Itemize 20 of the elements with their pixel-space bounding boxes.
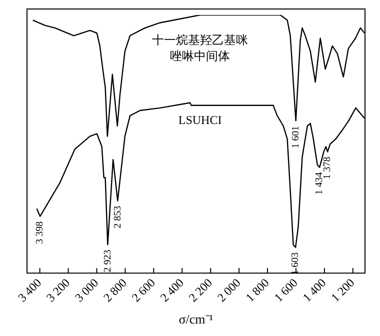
x-tick-label: 1 800	[242, 276, 272, 305]
x-tick-label: 3 000	[72, 276, 102, 305]
x-tick-label: 1 400	[300, 276, 329, 305]
series-label: LSUHCI	[178, 112, 222, 127]
x-tick-label: 2 400	[157, 276, 186, 305]
x-tick-label: 1 600	[271, 276, 300, 305]
x-tick-label: 3 200	[44, 276, 73, 305]
annotation: 1 378	[322, 156, 334, 180]
annotation: 2 853	[112, 206, 124, 228]
annotation: 3 398	[34, 221, 46, 244]
x-axis-title: σ/cm⁻¹	[178, 312, 214, 327]
x-tick-label: 1 200	[328, 276, 358, 305]
x-tick-label: 2 600	[129, 276, 158, 305]
x-tick-label: 2 200	[186, 276, 215, 305]
x-tick-label: 2 800	[100, 276, 130, 305]
annotation: 1 601	[290, 126, 302, 148]
series-label: 十一烷基羟乙基咪唑啉中间体	[152, 32, 248, 63]
x-tick-label: 2 000	[214, 276, 244, 305]
x-tick-label: 3 400	[15, 276, 44, 305]
annotation: 2 923	[102, 250, 114, 272]
